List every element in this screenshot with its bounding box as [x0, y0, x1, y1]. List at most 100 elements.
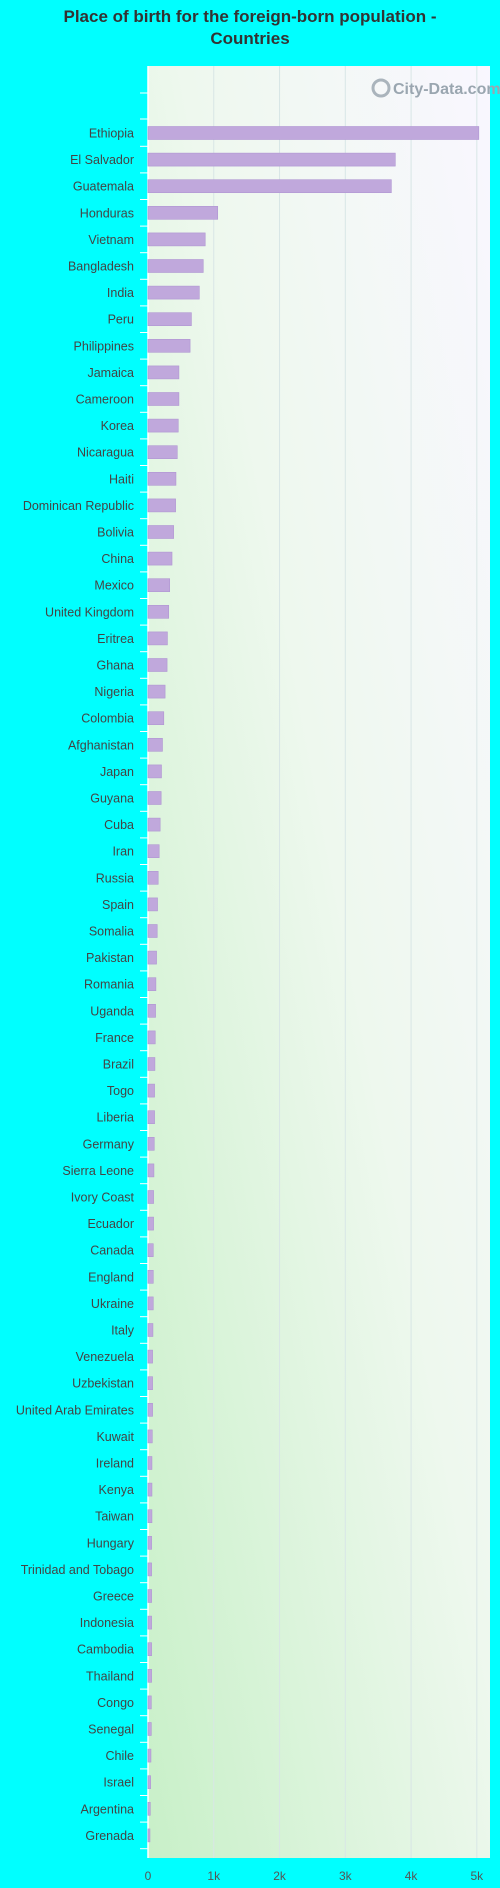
category-label: Ukraine — [91, 1297, 134, 1311]
bar[interactable] — [147, 1083, 155, 1098]
category-label: Venezuela — [76, 1350, 134, 1364]
category-label: Ecuador — [87, 1217, 134, 1231]
bar[interactable] — [147, 977, 157, 992]
bar[interactable] — [147, 525, 174, 539]
category-label: Thailand — [86, 1669, 134, 1683]
bar[interactable] — [147, 924, 158, 938]
bar[interactable] — [147, 1270, 154, 1284]
bar[interactable] — [147, 1562, 152, 1577]
bar[interactable] — [147, 1323, 154, 1337]
category-label: Russia — [96, 871, 134, 885]
category-label: Taiwan — [95, 1510, 134, 1524]
bar[interactable] — [147, 1536, 152, 1550]
bar[interactable] — [147, 1163, 155, 1178]
bar[interactable] — [147, 791, 162, 805]
bar[interactable] — [147, 1296, 154, 1311]
bar[interactable] — [147, 179, 392, 193]
bar[interactable] — [147, 711, 165, 726]
bar[interactable] — [147, 498, 176, 513]
bar[interactable] — [147, 392, 180, 406]
bar[interactable] — [147, 1216, 154, 1231]
category-label: Jamaica — [87, 366, 134, 380]
bar[interactable] — [147, 1057, 156, 1071]
category-label: Iran — [112, 845, 134, 859]
bar[interactable] — [147, 338, 191, 353]
bar[interactable] — [147, 950, 157, 965]
x-axis-ticks: 0 1k 2k 3k 4k 5k — [145, 1869, 485, 1883]
category-label: Cuba — [104, 818, 134, 832]
plot-area — [148, 66, 490, 1858]
bar[interactable] — [147, 1403, 153, 1417]
bar[interactable] — [147, 1030, 156, 1045]
bar[interactable] — [147, 312, 192, 327]
bar[interactable] — [147, 1376, 153, 1390]
bar[interactable] — [147, 471, 177, 486]
bar[interactable] — [147, 1110, 155, 1124]
category-label: Nicaragua — [77, 446, 134, 460]
category-label: El Salvador — [70, 153, 134, 167]
bar[interactable] — [147, 844, 160, 859]
bar[interactable] — [147, 1190, 154, 1204]
bar[interactable] — [147, 1775, 151, 1789]
bar[interactable] — [147, 1509, 153, 1523]
watermark-logo-icon — [371, 78, 391, 98]
bar[interactable] — [147, 1802, 151, 1816]
bar[interactable] — [147, 152, 396, 167]
category-label: France — [95, 1031, 134, 1045]
category-label: Honduras — [80, 206, 134, 220]
bar[interactable] — [147, 1482, 153, 1497]
bar[interactable] — [147, 578, 171, 593]
bar[interactable] — [147, 897, 158, 912]
bar[interactable] — [147, 817, 161, 832]
bar[interactable] — [147, 1137, 155, 1151]
watermark-text: City-Data.com — [393, 81, 500, 98]
chart-title: Place of birth for the foreign-born popu… — [63, 7, 437, 48]
category-label: Somalia — [89, 925, 134, 939]
bar[interactable] — [147, 259, 204, 273]
category-label: Indonesia — [80, 1616, 134, 1630]
bar[interactable] — [147, 1456, 153, 1470]
category-label: Japan — [100, 765, 134, 779]
bar[interactable] — [147, 1828, 151, 1843]
bar[interactable] — [147, 1615, 152, 1630]
category-label: Korea — [101, 419, 134, 433]
category-label: United Kingdom — [45, 605, 134, 619]
bar[interactable] — [147, 658, 168, 672]
category-label: Mexico — [94, 579, 134, 593]
bar[interactable] — [147, 870, 159, 885]
bar[interactable] — [147, 631, 168, 646]
bar[interactable] — [147, 126, 480, 140]
bar[interactable] — [147, 418, 179, 433]
bar[interactable] — [147, 206, 219, 220]
bar[interactable] — [147, 365, 180, 380]
bar[interactable] — [147, 1589, 152, 1603]
category-label: Sierra Leone — [62, 1164, 134, 1178]
bar[interactable] — [147, 1722, 152, 1736]
bar[interactable] — [147, 1243, 154, 1257]
category-label: Bangladesh — [68, 260, 134, 274]
x-tick-label: 5k — [471, 1869, 485, 1883]
bar[interactable] — [147, 1748, 152, 1763]
category-label: Romania — [84, 978, 134, 992]
bar[interactable] — [147, 1642, 152, 1656]
bar[interactable] — [147, 445, 178, 460]
category-label: Bolivia — [97, 526, 134, 540]
bar[interactable] — [147, 684, 166, 699]
x-tick-label: 2k — [273, 1869, 287, 1883]
bar[interactable] — [147, 232, 206, 247]
bar[interactable] — [147, 737, 163, 752]
bar[interactable] — [147, 1695, 152, 1710]
category-label: Philippines — [74, 339, 134, 353]
bar[interactable] — [147, 1429, 153, 1444]
bar[interactable] — [147, 285, 200, 300]
bar[interactable] — [147, 551, 173, 566]
bar[interactable] — [147, 1669, 152, 1683]
bar[interactable] — [147, 604, 170, 619]
category-label: Israel — [103, 1776, 134, 1790]
category-label: Congo — [97, 1696, 134, 1710]
bar[interactable] — [147, 1003, 156, 1018]
bar[interactable] — [147, 1349, 153, 1364]
category-label: Afghanistan — [68, 738, 134, 752]
bar[interactable] — [147, 764, 162, 779]
category-label: Spain — [102, 898, 134, 912]
